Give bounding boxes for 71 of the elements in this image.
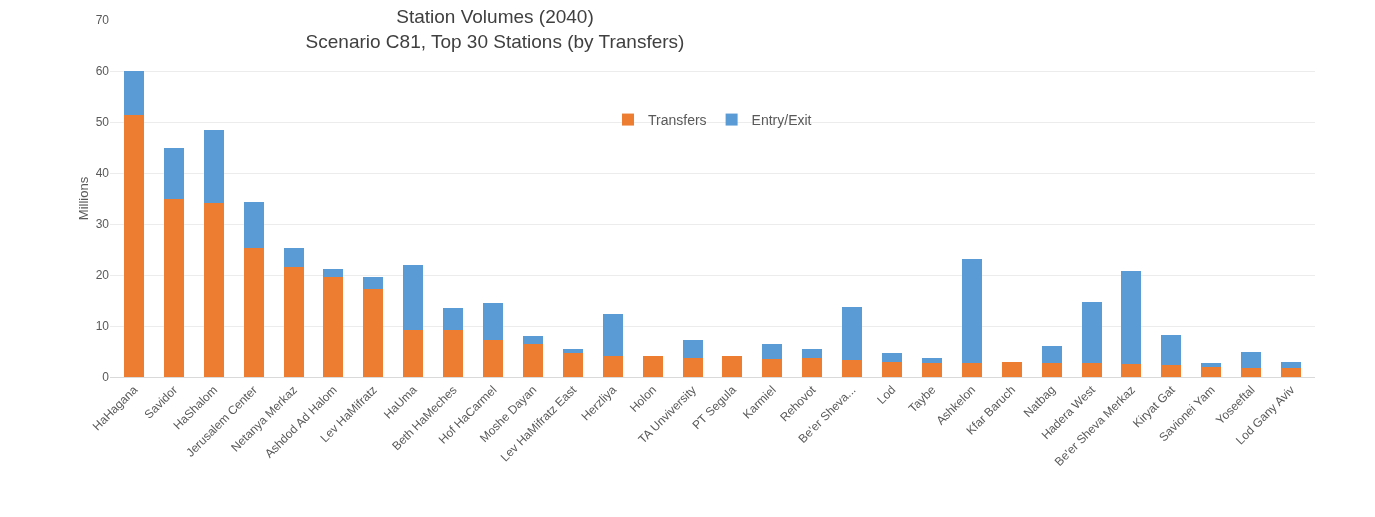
bar [961,362,982,377]
bar [243,248,264,377]
bar [363,276,384,289]
bar [323,277,344,377]
chart-title: Station Volumes (2040) [396,6,594,28]
bar [842,360,863,377]
y-tick-label: 30 [95,217,110,232]
bar [522,336,543,344]
bar [443,308,464,331]
bar [562,352,583,377]
bar [123,115,144,377]
bar [1241,367,1262,377]
bar [283,267,304,377]
bar [283,247,304,268]
bar [1041,346,1062,363]
bar [1081,362,1102,377]
bar [961,258,982,363]
bar [802,358,823,377]
bar [1281,362,1302,369]
y-tick-label: 40 [95,166,110,181]
bar [882,352,903,363]
x-tick-label: Lod [874,382,899,407]
bar [1161,334,1182,366]
bar [403,330,424,377]
bar [363,288,384,377]
bar [882,362,903,377]
bar [921,362,942,377]
y-tick-label: 20 [95,268,110,283]
bar [562,349,583,353]
bar [682,340,703,359]
bar [243,202,264,249]
bar [722,356,743,377]
bar [163,148,184,199]
bar [682,358,703,377]
bar [1081,301,1102,363]
bar [602,313,623,357]
bar [602,356,623,377]
legend-label: Entry/Exit [751,112,812,129]
bar [1281,368,1302,377]
text: Scenario C81, Top 30 Stations (by Transfers) [305,30,685,52]
bar [203,129,224,204]
bar [762,359,783,377]
y-tick-label: 50 [95,115,110,130]
bar [842,307,863,361]
bar [1041,362,1062,377]
bar [443,330,464,377]
bar [1241,351,1262,368]
bar [1121,363,1142,377]
bar [1201,362,1222,367]
bar [1161,365,1182,377]
bar [483,302,504,340]
bar [403,265,424,331]
bar [1121,271,1142,364]
bar [483,339,504,377]
bar [123,71,144,116]
y-tick-label: 60 [95,64,110,79]
bar [1001,362,1022,377]
bar [163,198,184,377]
bar [921,357,942,363]
bar [802,349,823,359]
bar [642,356,663,377]
bar [1201,366,1222,377]
y-tick-label: 10 [95,319,110,334]
bar [203,203,224,377]
y-axis-title: Millions [75,176,91,221]
legend-label: Transfers [648,112,707,129]
bar [762,343,783,360]
y-tick-label: 0 [102,370,110,385]
bar [522,343,543,377]
y-tick-label: 70 [95,13,110,28]
bar [323,269,344,278]
